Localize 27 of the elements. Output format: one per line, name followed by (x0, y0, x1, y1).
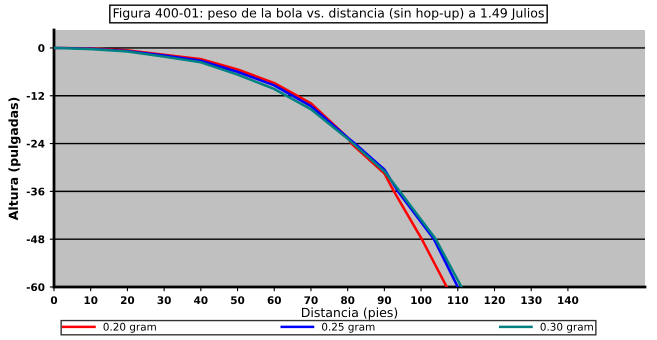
x-tick-label: 90 (378, 296, 392, 304)
y-tick-label: 0 (38, 44, 44, 52)
chart-title: Figura 400-01: peso de la bola vs. distancia (sin hop-up) a 1.49 Julios (114, 8, 544, 20)
x-tick-label: 0 (50, 296, 58, 304)
x-tick-label: 120 (484, 296, 505, 304)
y-tick-label: -36 (26, 188, 44, 196)
y-tick-label: -24 (26, 140, 44, 148)
y-tick-label: -48 (26, 235, 44, 244)
legend-label: 0.25 gram (322, 322, 374, 333)
x-tick-label: 110 (448, 296, 468, 304)
y-tick-label: -12 (26, 92, 44, 100)
x-tick-label: 140 (558, 296, 578, 304)
x-tick-label: 100 (411, 296, 432, 304)
x-tick-label: 20 (120, 296, 134, 304)
legend-label: 0.30 gram (540, 322, 593, 333)
x-tick-label: 70 (304, 296, 318, 304)
x-tick-label: 130 (522, 296, 542, 304)
y-tick-label: -60 (26, 283, 44, 292)
x-tick-label: 40 (194, 296, 208, 304)
y-axis-title: Altura (pulgadas) (8, 98, 21, 220)
legend-label: 0.20 gram (104, 322, 156, 333)
x-axis-title: Distancia (pies) (302, 308, 398, 320)
x-tick-label: 10 (84, 296, 98, 304)
x-tick-label: 30 (158, 296, 171, 304)
x-tick-label: 50 (231, 296, 244, 304)
x-tick-label: 80 (341, 296, 354, 304)
x-tick-label: 60 (268, 296, 281, 304)
